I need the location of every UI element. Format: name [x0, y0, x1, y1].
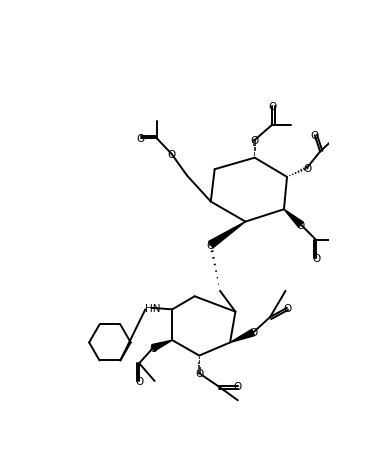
- Text: O: O: [149, 343, 157, 353]
- Polygon shape: [209, 222, 246, 248]
- Text: O: O: [297, 220, 305, 230]
- Text: O: O: [137, 134, 145, 144]
- Text: O: O: [135, 376, 143, 386]
- Text: O: O: [310, 131, 319, 141]
- Text: O: O: [195, 369, 203, 379]
- Text: O: O: [312, 253, 320, 263]
- Polygon shape: [284, 210, 303, 228]
- Text: O: O: [234, 382, 242, 391]
- Text: O: O: [268, 102, 276, 112]
- Polygon shape: [230, 329, 255, 343]
- Text: HN: HN: [145, 303, 161, 313]
- Text: O: O: [283, 303, 291, 313]
- Text: O: O: [251, 136, 259, 146]
- Text: O: O: [167, 150, 176, 159]
- Text: O: O: [249, 328, 257, 338]
- Text: O: O: [207, 240, 215, 250]
- Text: O: O: [303, 163, 311, 173]
- Polygon shape: [152, 340, 172, 351]
